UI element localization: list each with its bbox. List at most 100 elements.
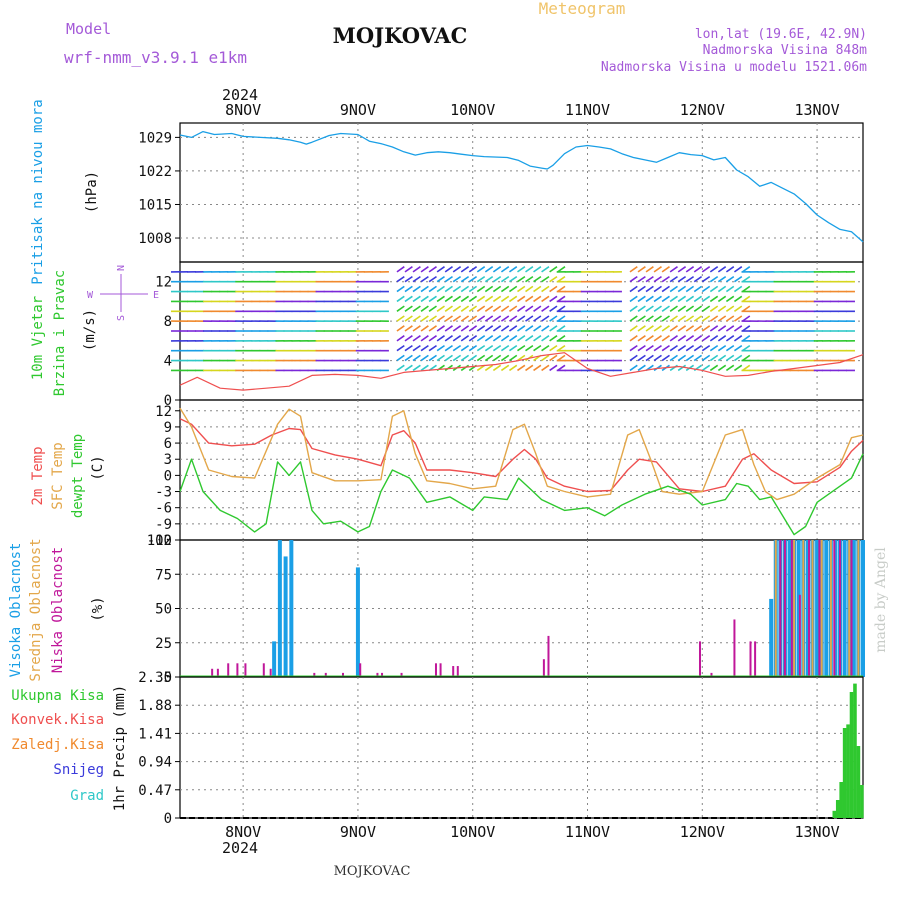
wind-arrow [452, 354, 462, 362]
wind-arrow [701, 344, 711, 352]
wind-arrow [484, 325, 494, 332]
low-cloud-bar [542, 659, 545, 677]
wind-arrow [661, 315, 670, 322]
wind-arrow [541, 285, 550, 293]
wind-arrow [428, 285, 437, 293]
wind-arrow [685, 295, 695, 303]
wind-arrow [492, 315, 502, 322]
wind-arrow [733, 285, 743, 293]
wind-arrow [717, 266, 727, 273]
low-cloud-bar [798, 594, 801, 677]
low-cloud-bar [833, 540, 836, 677]
wind-arrow [637, 285, 646, 293]
wind-arrow [428, 295, 437, 303]
meteogram-title: Meteogram [539, 0, 626, 18]
wind-arrow [420, 285, 429, 293]
wind-arrow [541, 315, 550, 322]
wind-arrow [404, 295, 413, 303]
precip-ytick-label: 1.41 [138, 726, 172, 742]
wind-arrow [412, 315, 421, 322]
wind-arrow [637, 315, 646, 322]
wind-arrow [701, 266, 711, 273]
wind-arrow [428, 275, 437, 283]
wind-arrow [709, 344, 719, 352]
wind-arrow [492, 325, 502, 332]
wind-arrow [677, 354, 687, 362]
top-date-axis: 8NOV 9NOV 10NOV 11NOV 12NOV 13NOV [225, 101, 840, 119]
wind-arrow [500, 295, 510, 303]
wind-arrow [460, 305, 470, 312]
wind-arrow [525, 285, 534, 293]
wind-arrow [693, 344, 703, 352]
wind-arrow [404, 285, 413, 293]
wind-arrow [468, 305, 478, 312]
wind-arrow [557, 295, 566, 303]
bottom-date-label: 10NOV [450, 823, 495, 841]
wind-arrow [637, 305, 646, 312]
wind-arrow [396, 344, 405, 352]
bottom-date-label: 8NOV [225, 823, 261, 841]
wind-arrow [484, 364, 494, 372]
wind-arrow [637, 335, 646, 342]
legend-grad: Grad [70, 788, 104, 804]
pressure-units: (hPa) [84, 171, 100, 213]
low-cloud-bar [850, 540, 853, 677]
wind-arrow [549, 305, 558, 312]
wind-arrow [420, 266, 429, 273]
wind-arrow [412, 275, 421, 283]
temp-ytick-label: 6 [164, 436, 172, 452]
wind-arrow [709, 364, 719, 372]
wind-arrow [742, 315, 751, 322]
wind-arrow [492, 285, 502, 293]
wind-arrow [549, 285, 558, 293]
model-name: wrf-nmm_v3.9.1 e1km [64, 48, 247, 67]
wind-arrow [444, 275, 453, 283]
temp-ytick-label: 3 [164, 452, 172, 468]
wind-arrow [669, 285, 678, 293]
wind-arrow [492, 295, 502, 303]
wind-arrow [541, 325, 550, 332]
wind-arrow [517, 354, 526, 362]
wind-arrow [517, 266, 526, 273]
wind-arrow [428, 266, 437, 273]
wind-arrow [412, 285, 421, 293]
wind-arrow [629, 335, 638, 342]
wind-ytick-label: 0 [164, 393, 172, 409]
cloud-ytick-label: 100 [147, 533, 172, 549]
wind-arrow [629, 315, 638, 322]
temp-sfc-line [179, 407, 864, 501]
wind-arrow [436, 325, 445, 332]
wind-arrow [484, 295, 494, 303]
wind-arrow [637, 266, 646, 273]
wind-arrow [444, 315, 453, 322]
temp-2m-line [179, 418, 864, 493]
temp-units: (C) [90, 455, 106, 480]
wind-arrow [508, 305, 518, 312]
mid-cloud-bar [793, 540, 796, 677]
wind-arrow [733, 305, 743, 312]
wind-axis-label-1: 10m Vjetar [30, 296, 46, 380]
temp-ytick-label: 9 [164, 420, 172, 436]
bottom-date-label: 11NOV [565, 823, 610, 841]
wind-arrow [484, 344, 494, 352]
wind-arrow [525, 305, 534, 312]
wind-arrow [717, 275, 727, 283]
wind-arrow [549, 344, 558, 352]
wind-arrow [500, 325, 510, 332]
wind-arrow [549, 315, 558, 322]
wind-arrow [533, 275, 542, 283]
wind-arrow [452, 325, 462, 332]
high-cloud-bar [842, 540, 847, 677]
wind-arrow [669, 266, 678, 273]
pressure-ytick-label: 1029 [138, 130, 172, 146]
wind-arrow [742, 275, 751, 283]
wind-arrow [404, 364, 413, 372]
wind-arrow [420, 325, 429, 332]
wind-arrow [557, 275, 566, 283]
wind-arrow [468, 266, 478, 273]
wind-arrow [420, 335, 429, 342]
wind-arrow [492, 335, 502, 342]
wind-arrow [428, 325, 437, 332]
wind-arrow [517, 305, 526, 312]
